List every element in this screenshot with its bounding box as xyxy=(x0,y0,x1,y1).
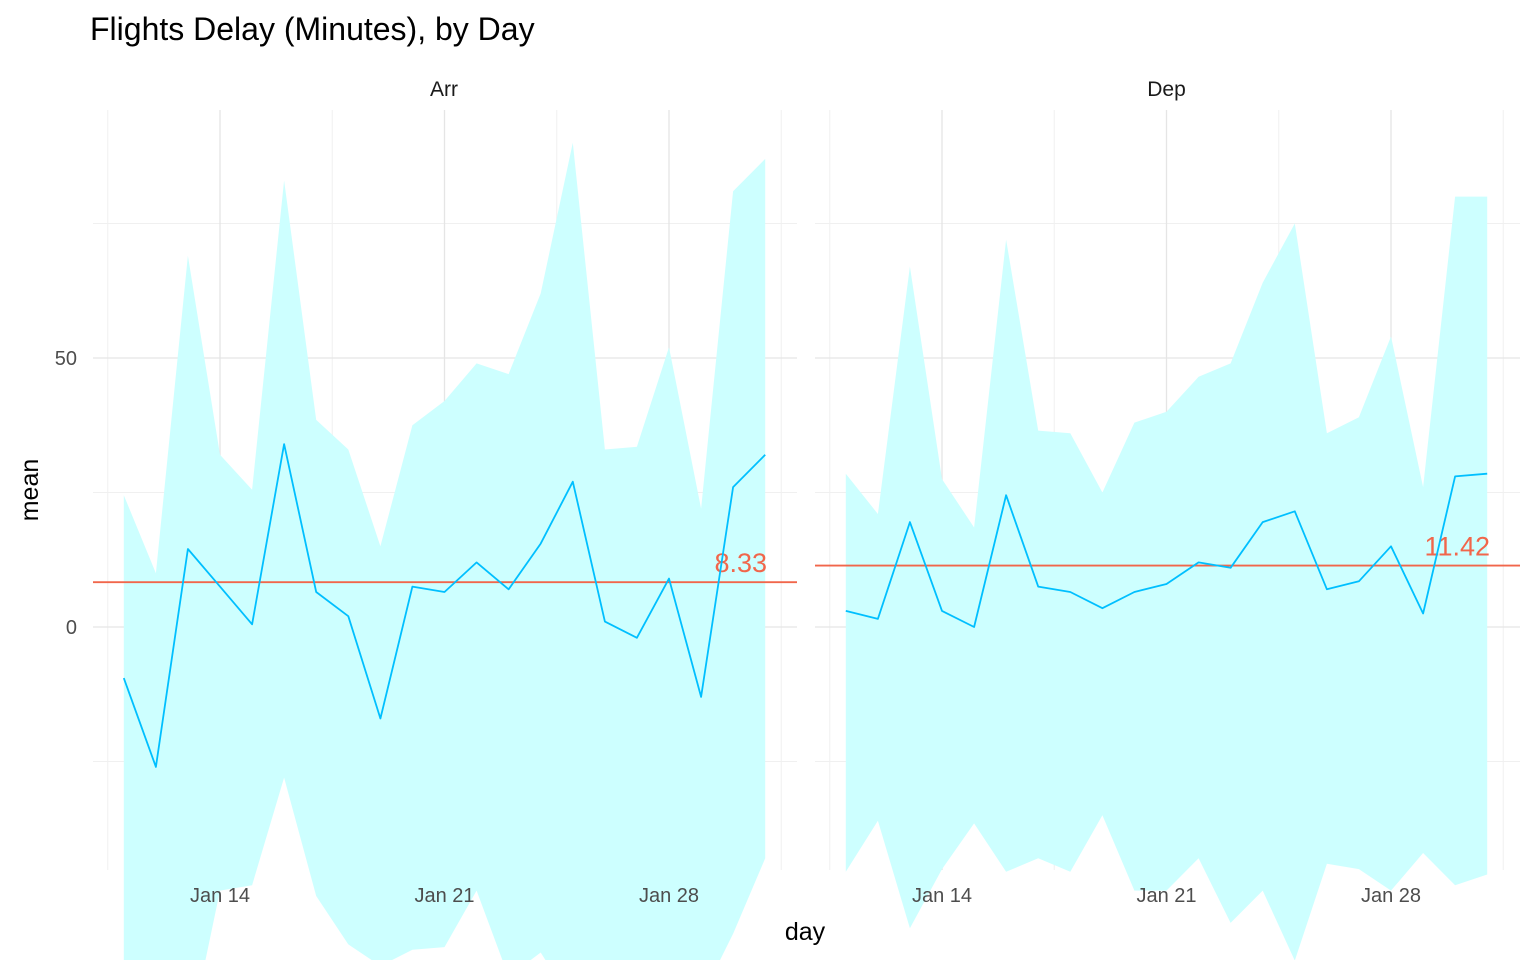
facet-strip-label: Dep xyxy=(1147,78,1186,101)
y-axis-title: mean xyxy=(16,459,44,522)
x-tick-label: Jan 14 xyxy=(190,885,250,907)
ribbon-band xyxy=(845,196,1488,960)
x-tick-label: Jan 28 xyxy=(1361,885,1421,907)
x-tick-label: Jan 21 xyxy=(1136,885,1196,907)
ribbon-band xyxy=(123,142,766,960)
x-tick-label: Jan 21 xyxy=(414,885,474,907)
y-tick-label: 50 xyxy=(55,348,77,370)
facet-strip-label: Arr xyxy=(430,78,458,101)
reference-label: 11.42 xyxy=(1424,532,1490,562)
x-axis-title: day xyxy=(785,918,826,946)
y-axis: 0 50 xyxy=(55,348,77,639)
y-tick-label: 0 xyxy=(66,617,77,639)
facet-panel-dep: 11.42 Dep Jan 14 Jan 21 Jan 28 xyxy=(815,78,1520,960)
mean-line xyxy=(845,472,1488,628)
chart-title: Flights Delay (Minutes), by Day xyxy=(90,11,535,47)
mean-line xyxy=(122,443,766,768)
x-tick-label: Jan 14 xyxy=(912,885,972,907)
x-tick-label: Jan 28 xyxy=(639,885,699,907)
